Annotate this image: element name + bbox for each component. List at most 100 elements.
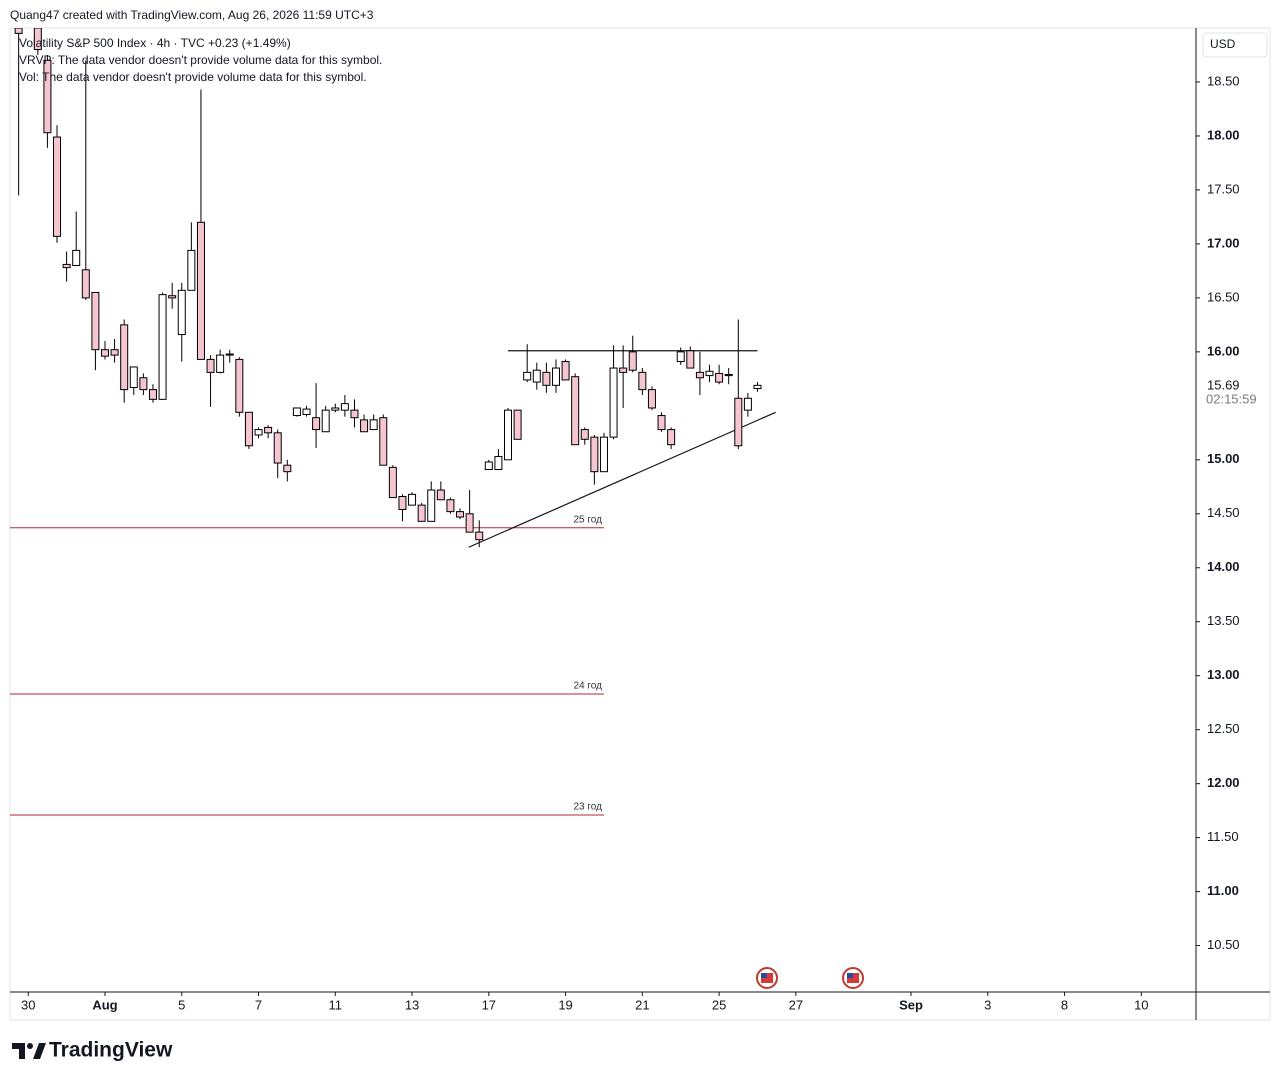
candle-body: [628, 351, 637, 371]
legend-note: VRVP: The data vendor doesn't provide vo…: [19, 53, 382, 67]
chart-frame: [9, 27, 1271, 1021]
bar-countdown: 02:15:59: [1206, 391, 1257, 406]
candle-body: [724, 374, 733, 377]
logo-mark: [27, 1043, 33, 1049]
candle-body: [551, 367, 560, 386]
candle-body: [436, 489, 445, 501]
y-tick-label: 14.50: [1207, 505, 1240, 520]
candle-body: [216, 354, 225, 373]
y-tick-label: 17.50: [1207, 181, 1240, 196]
candle-body: [369, 419, 378, 431]
currency-box[interactable]: [1202, 32, 1268, 58]
y-tick-label: 16.00: [1207, 343, 1240, 358]
candle-body: [302, 408, 311, 415]
candle-body: [350, 409, 359, 419]
trend-line: [468, 411, 776, 548]
y-tick-label: 14.00: [1207, 559, 1240, 574]
candle-body: [523, 371, 532, 381]
level-label: 25 год: [573, 514, 602, 525]
currency[interactable]: USD: [1210, 37, 1236, 51]
y-tick-label: 11.00: [1207, 883, 1239, 898]
event-flags[interactable]: [756, 967, 864, 989]
x-tick-label: Aug: [92, 997, 117, 1012]
y-tick-label: 17.00: [1207, 235, 1240, 250]
candle-body: [446, 499, 455, 513]
x-tick-label: 8: [1061, 997, 1068, 1012]
candle-body: [532, 369, 541, 383]
candle-body: [33, 28, 42, 51]
x-tick-label: 13: [405, 997, 419, 1012]
candle-body: [360, 419, 369, 433]
candle-body: [686, 350, 695, 369]
x-tick-label: 3: [984, 997, 991, 1012]
candle-body: [120, 324, 129, 391]
candle-body: [110, 349, 119, 356]
candle-body: [158, 294, 167, 400]
candle-body: [571, 376, 580, 446]
candle-body: [129, 366, 138, 388]
candle-body: [590, 436, 599, 473]
y-tick-label: 16.50: [1207, 289, 1240, 304]
candle-body: [638, 371, 647, 391]
x-tick-label: 19: [558, 997, 572, 1012]
x-tick-label: Sep: [899, 997, 923, 1012]
flag-icon: [761, 973, 767, 978]
candle-body: [667, 429, 676, 446]
last-price: 15.69: [1207, 377, 1240, 392]
candle-body: [177, 289, 186, 336]
candle-body: [676, 351, 685, 363]
candle-body: [340, 403, 349, 411]
candle-body: [254, 429, 263, 436]
x-tick-label: 5: [178, 997, 185, 1012]
logo-mark: [12, 1043, 25, 1059]
candle-body: [753, 384, 762, 390]
candle-body: [427, 489, 436, 522]
candle-body: [647, 389, 656, 409]
candle-body: [196, 221, 205, 360]
candle-body: [743, 397, 752, 411]
candle-body: [148, 389, 157, 400]
candle-body: [695, 371, 704, 379]
candle-body: [91, 291, 100, 351]
candle-body: [225, 353, 234, 356]
candle-body: [100, 349, 109, 357]
candle-body: [379, 417, 388, 466]
y-tick-label: 13.50: [1207, 613, 1240, 628]
y-tick-label: 12.50: [1207, 721, 1240, 736]
candle-body: [542, 371, 551, 386]
candle-body: [139, 377, 148, 391]
candle-body: [513, 409, 522, 440]
candle-body: [504, 409, 513, 461]
y-tick-label: 13.00: [1207, 667, 1240, 682]
candle-body: [475, 531, 484, 541]
brand-logo: TradingView: [12, 1039, 173, 1062]
x-tick-label: 30: [21, 997, 35, 1012]
y-tick-label: 18.50: [1207, 73, 1240, 88]
x-tick-label: 27: [789, 997, 803, 1012]
candle-body: [235, 358, 244, 413]
candle-body: [321, 409, 330, 433]
candle-body: [331, 407, 340, 411]
candle-body: [244, 411, 253, 447]
brand: TradingView: [49, 1039, 173, 1062]
candle-body: [715, 372, 724, 383]
candle-body: [53, 136, 62, 237]
candle-body: [72, 249, 81, 266]
logo-mark: [33, 1043, 46, 1059]
x-tick-label: 10: [1134, 997, 1148, 1012]
candle-body: [283, 464, 292, 473]
candle-body: [465, 513, 474, 533]
flag-icon: [847, 973, 853, 978]
x-tick-label: 7: [255, 997, 262, 1012]
y-tick-label: 12.00: [1207, 775, 1240, 790]
candle-body: [484, 461, 493, 471]
candle-body: [264, 426, 273, 434]
candle-body: [168, 295, 177, 299]
x-tick-label: 25: [712, 997, 726, 1012]
candle-body: [81, 269, 90, 299]
attribution: Quang47 created with TradingView.com, Au…: [10, 8, 374, 22]
x-tick-label: 17: [482, 997, 496, 1012]
candle-body: [388, 466, 397, 499]
candle-body: [187, 249, 196, 291]
